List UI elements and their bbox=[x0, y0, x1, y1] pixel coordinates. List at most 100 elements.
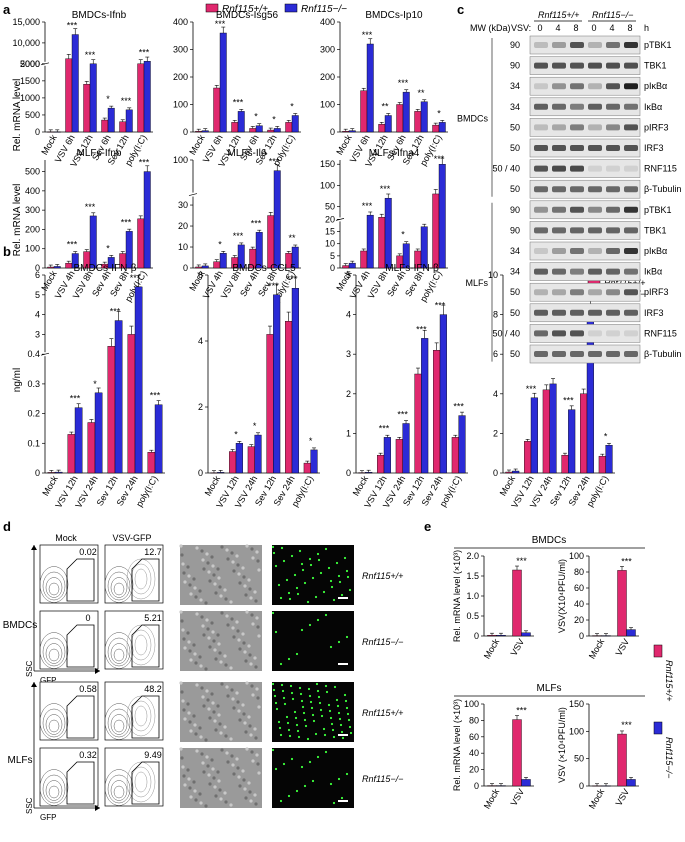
gfp-signal bbox=[338, 580, 342, 584]
brightfield-cell bbox=[247, 715, 251, 719]
wb-mw: 90 bbox=[510, 225, 520, 235]
bar-ko bbox=[402, 423, 410, 474]
bar-ko bbox=[384, 197, 392, 269]
bar-wt bbox=[505, 471, 513, 474]
flow-percent: 0.02 bbox=[79, 547, 97, 557]
y-tick-label: 200 bbox=[25, 224, 40, 234]
brightfield-cell bbox=[212, 710, 216, 714]
bar-wt bbox=[512, 719, 522, 787]
bar-wt bbox=[561, 454, 569, 474]
gfp-signal bbox=[287, 591, 291, 595]
significance: * bbox=[604, 431, 608, 441]
bar-ko bbox=[348, 262, 356, 269]
significance: * bbox=[290, 102, 294, 112]
x-tick-label: Mock bbox=[351, 474, 371, 498]
y-tick-label: 6 bbox=[493, 349, 498, 359]
panel-label-d: d bbox=[3, 519, 11, 534]
brightfield-cell bbox=[216, 567, 220, 571]
brightfield-cell bbox=[251, 693, 255, 697]
significance: *** bbox=[453, 402, 464, 412]
y-tick-label: 0 bbox=[198, 468, 203, 478]
bar-ko bbox=[53, 266, 61, 269]
wb-lane-band bbox=[606, 227, 620, 234]
gfp-signal bbox=[295, 789, 299, 793]
bar-wt bbox=[617, 570, 627, 637]
gfp-signal bbox=[337, 777, 341, 781]
gfp-signal bbox=[296, 729, 300, 733]
wb-lane-band bbox=[552, 124, 566, 131]
fluorescence-bg bbox=[272, 545, 354, 605]
brightfield-cell bbox=[237, 638, 241, 642]
significance: ** bbox=[417, 88, 425, 98]
brightfield-cell bbox=[238, 647, 242, 651]
gfp-signal bbox=[335, 698, 339, 702]
brightfield-cell bbox=[248, 790, 252, 794]
y-tick-label: 8 bbox=[493, 310, 498, 320]
y-tick-label: 5 bbox=[346, 270, 351, 280]
wb-lane-band bbox=[534, 330, 548, 337]
brightfield-cell bbox=[183, 580, 187, 584]
gfp-signal bbox=[329, 716, 333, 720]
brightfield-cell bbox=[188, 720, 192, 724]
flow-gate bbox=[66, 624, 95, 668]
bar-ko bbox=[496, 635, 506, 637]
significance: * bbox=[218, 239, 222, 249]
bar-wt bbox=[414, 373, 422, 474]
bar-ko bbox=[383, 437, 391, 474]
y-tick-label: 20 bbox=[469, 765, 479, 775]
gfp-signal bbox=[302, 711, 306, 715]
brightfield-cell bbox=[179, 610, 183, 614]
brightfield-cell bbox=[219, 594, 223, 598]
y-tick-label: 500 bbox=[25, 110, 40, 120]
significance: * bbox=[234, 429, 238, 439]
bar-wt bbox=[137, 63, 145, 133]
gfp-signal bbox=[328, 709, 332, 713]
brightfield-cell bbox=[195, 546, 199, 550]
brightfield-cell bbox=[244, 730, 248, 734]
bar-wt bbox=[249, 128, 257, 133]
flow-contour bbox=[45, 780, 63, 801]
wb-lane-band bbox=[570, 124, 584, 131]
scale-bar bbox=[338, 800, 348, 802]
wb-lane-band bbox=[552, 165, 566, 172]
wb-membrane bbox=[529, 35, 641, 55]
y-tick-label: 100 bbox=[320, 100, 335, 110]
wb-mw: 50 bbox=[510, 143, 520, 153]
wb-lane-band bbox=[624, 186, 638, 193]
wb-lane-band bbox=[552, 145, 566, 151]
gfp-signal bbox=[299, 692, 303, 696]
significance: *** bbox=[563, 396, 574, 406]
flow-plot: 5.21 bbox=[104, 610, 164, 670]
gfp-signal bbox=[316, 689, 320, 693]
western-blot: Rnf115+/+ Rnf115−/− MW (kDa) VSV: 0 4 8 0 4 8 h pTB… bbox=[457, 10, 681, 364]
gfp-signal bbox=[316, 755, 320, 759]
brightfield-cell bbox=[254, 736, 258, 740]
wb-lane-band bbox=[570, 206, 584, 213]
bar-wt bbox=[451, 437, 459, 474]
wb-lane-band bbox=[624, 206, 638, 213]
brightfield-cell bbox=[232, 635, 236, 639]
bar-ko bbox=[605, 445, 613, 474]
brightfield-cell bbox=[182, 774, 186, 778]
significance: *** bbox=[380, 184, 391, 194]
bar-wt bbox=[342, 130, 350, 133]
brightfield-cell bbox=[188, 583, 192, 587]
legend-e-ko-swatch bbox=[653, 721, 663, 735]
flow-plot: 9.49 bbox=[104, 747, 164, 807]
brightfield-cell bbox=[255, 616, 259, 620]
significance: * bbox=[309, 436, 313, 446]
flow-contour bbox=[107, 637, 131, 667]
significance: *** bbox=[269, 157, 280, 167]
gfp-signal bbox=[298, 549, 302, 553]
flow-contour bbox=[42, 571, 66, 601]
y-tick-label: 5 bbox=[35, 290, 40, 300]
wb-membrane bbox=[529, 221, 641, 240]
y-tick-label: 400 bbox=[25, 186, 40, 196]
flow-contour bbox=[130, 563, 152, 595]
wb-lane-band bbox=[606, 103, 620, 110]
brightfield-cell bbox=[257, 568, 261, 572]
bar-ko bbox=[273, 128, 281, 133]
brightfield-cell bbox=[201, 624, 205, 628]
brightfield-cell bbox=[232, 706, 236, 710]
gfp-signal bbox=[332, 735, 336, 739]
